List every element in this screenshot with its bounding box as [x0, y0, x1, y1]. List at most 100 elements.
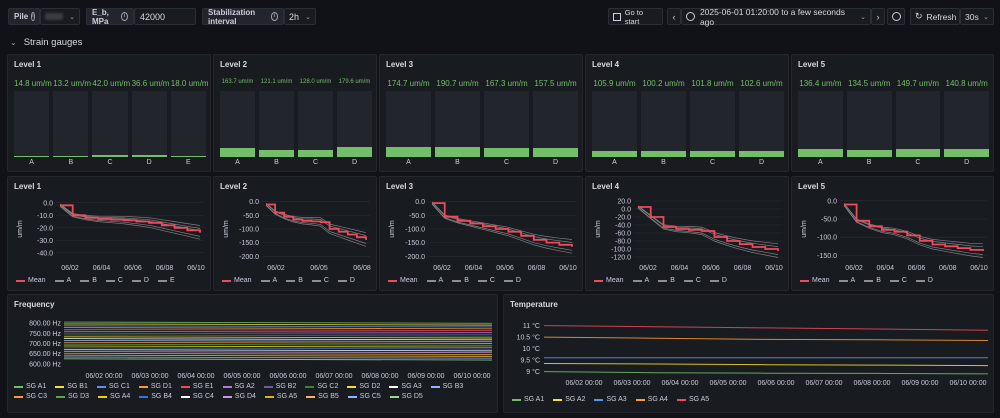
bar-value-label: 136.4 um/m	[799, 79, 842, 88]
legend-item[interactable]: B	[452, 277, 469, 284]
legend-item[interactable]: Mean	[16, 277, 46, 284]
legend-swatch	[139, 395, 149, 398]
x-tick-label: 06/10	[187, 265, 205, 272]
legend-item[interactable]: C	[683, 277, 701, 284]
legend-item[interactable]: SG C4	[180, 393, 214, 400]
legend-item[interactable]: C	[889, 277, 907, 284]
legend-item[interactable]: SG A5	[676, 396, 709, 403]
legend-item[interactable]: SG C1	[96, 383, 130, 390]
legend-item[interactable]: SG B4	[139, 393, 172, 400]
legend-item[interactable]: SG C5	[347, 393, 381, 400]
legend-item[interactable]: SG A3	[389, 383, 422, 390]
bar-a	[798, 149, 843, 157]
temperature-series-line-sg-a2	[543, 363, 989, 367]
legend-item[interactable]: SG C3	[14, 393, 47, 400]
legend-item[interactable]: SG C2	[305, 383, 338, 390]
legend-item[interactable]: SG A2	[222, 383, 255, 390]
legend-item[interactable]: Mean	[594, 277, 624, 284]
legend-item[interactable]: C	[105, 277, 123, 284]
legend-item[interactable]: B	[658, 277, 675, 284]
legend-item[interactable]: SG B5	[306, 393, 339, 400]
legend-item[interactable]: C	[477, 277, 495, 284]
x-tick-label: 06/08	[528, 265, 546, 272]
bar-value-label: 14.8 um/m	[14, 79, 52, 88]
refresh-button[interactable]: ↻ Refresh	[910, 8, 960, 25]
legend-item[interactable]: B	[80, 277, 97, 284]
pile-select[interactable]: ⌄	[40, 8, 80, 25]
frequency-panel[interactable]: Frequency 800.00 Hz 750.00 Hz 700.00 Hz 650…	[7, 294, 498, 413]
legend-item[interactable]: A	[426, 277, 443, 284]
bar-panel-level-4[interactable]: Level 4 105.9 um/m A 100.2 um/m B 101.8 um/m C…	[585, 54, 789, 172]
legend-item[interactable]: A	[632, 277, 649, 284]
line-panel-level-3[interactable]: Level 3 um/m 0.0 -50.0 -100.0 -150.0 -200.0 06/…	[379, 176, 583, 291]
bar-track	[220, 91, 255, 157]
legend-item[interactable]: C	[311, 277, 329, 284]
time-range-picker[interactable]: 2025-06-01 01:20:00 to a few seconds ago…	[681, 7, 871, 27]
legend-item[interactable]: SG A1	[14, 383, 46, 390]
stabilization-select[interactable]: 2h ⌄	[284, 8, 316, 25]
legend-item[interactable]: SG D4	[222, 393, 256, 400]
legend-item[interactable]: SG D1	[138, 383, 172, 390]
legend-item[interactable]: D	[503, 277, 521, 284]
y-tick-label: 800.00 Hz	[29, 321, 61, 328]
time-forward-button[interactable]: ›	[871, 8, 885, 25]
legend-item[interactable]: SG A4	[635, 396, 668, 403]
legend-item[interactable]: A	[838, 277, 855, 284]
legend-item[interactable]: SG A5	[264, 393, 297, 400]
line-panel-level-2[interactable]: Level 2 um/m 0.0 -50.0 -100.0 -150.0 -200.0 06/…	[213, 176, 377, 291]
legend-item[interactable]: D	[131, 277, 149, 284]
legend-item[interactable]: Mean	[800, 277, 830, 284]
panel-title: Level 5	[798, 182, 826, 191]
bar-panel-level-1[interactable]: Level 1 14.8 um/m A 13.2 um/m B 42.0 um/m C 36.…	[7, 54, 211, 172]
legend-item[interactable]: SG A3	[594, 396, 627, 403]
zoom-out-button[interactable]	[887, 8, 905, 25]
go-to-start-button[interactable]: Go to start	[608, 8, 663, 26]
legend-item[interactable]: SG A1	[512, 396, 544, 403]
legend-item[interactable]: D	[337, 277, 355, 284]
bar-track	[170, 91, 206, 157]
legend-item[interactable]: SG D2	[347, 383, 380, 390]
line-panel-level-5[interactable]: Level 5 um/m 0.0 -50.0 -100.0 -150.0 06/02 06/0…	[791, 176, 994, 291]
legend-item[interactable]: Mean	[388, 277, 418, 284]
legend-item[interactable]: SG D3	[56, 393, 89, 400]
legend-swatch	[838, 279, 848, 282]
bar-panel-level-5[interactable]: Level 5 136.4 um/m A 134.5 um/m B 149.7 um/m C…	[791, 54, 994, 172]
bar-panel-level-2[interactable]: Level 2 163.7 um/m A 121.1 um/m B 128.0 um/m C…	[213, 54, 377, 172]
legend-item[interactable]: SG B1	[55, 383, 88, 390]
time-back-button[interactable]: ‹	[667, 8, 681, 25]
frequency-series-line	[63, 328, 493, 332]
legend-item[interactable]: SG A2	[553, 396, 585, 403]
legend-item[interactable]: A	[54, 277, 72, 284]
legend-item[interactable]: Mean	[222, 277, 252, 284]
y-axis-label: um/m	[389, 220, 396, 238]
bar-value-label: 101.8 um/m	[691, 79, 734, 88]
legend-item[interactable]: SG B2	[263, 383, 296, 390]
y-tick-label: -150.0	[817, 253, 837, 260]
legend-item[interactable]: B	[286, 277, 303, 284]
row-strain-gauges[interactable]: ⌄ Strain gauges	[10, 37, 82, 48]
legend-item[interactable]: SG B3	[430, 383, 463, 390]
series-line-c	[431, 201, 573, 240]
legend-item[interactable]: SG E1	[180, 383, 214, 390]
legend-item[interactable]: SG A4	[98, 393, 130, 400]
bar-value-label: 121.1 um/m	[260, 79, 293, 85]
bar-panel-level-3[interactable]: Level 3 174.7 um/m A 190.7 um/m B 167.3 um/m C…	[379, 54, 583, 172]
legend-item[interactable]: SG D5	[389, 393, 423, 400]
temperature-panel[interactable]: Temperature 11 °C 10.5 °C 10 °C 9.5 °C 9 °C 0…	[503, 294, 994, 413]
legend-item[interactable]: B	[864, 277, 881, 284]
legend-item[interactable]: A	[260, 277, 277, 284]
bar-track	[533, 91, 578, 157]
legend-item[interactable]: D	[915, 277, 933, 284]
y-tick-label: -100.0	[817, 235, 837, 242]
legend-label: B	[464, 277, 469, 284]
y-tick-label: -100.0	[611, 247, 631, 254]
eb-input[interactable]: 42000	[134, 8, 196, 25]
bar-c	[298, 149, 333, 157]
line-panel-level-4[interactable]: Level 4 um/m 20.0 0.0 -20.0 -40.0 -60.0 -80.0 -1…	[585, 176, 789, 291]
legend-label: A	[66, 277, 72, 284]
line-panel-level-1[interactable]: Level 1 um/m 0.0 -10.0 -20.0 -30.0 -40.0 06/02 0…	[7, 176, 211, 291]
legend-item[interactable]: D	[709, 277, 727, 284]
refresh-interval-select[interactable]: 30s ⌄	[960, 8, 994, 25]
y-tick-label: -20.0	[615, 215, 631, 222]
legend-item[interactable]: E	[157, 277, 175, 284]
